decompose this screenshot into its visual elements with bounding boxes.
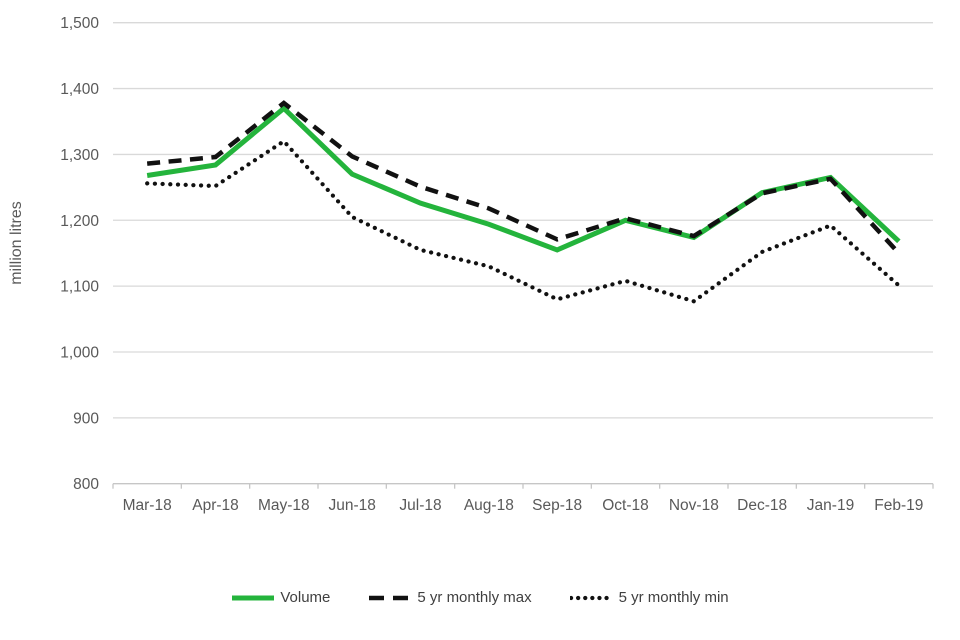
x-axis-label: Mar-18 [123,497,172,514]
y-tick-label: 1,400 [60,81,99,98]
legend-item-volume: Volume [231,590,330,605]
x-axis-label: Apr-18 [192,497,239,514]
x-axis-label: Dec-18 [737,497,787,514]
max-line [146,100,901,255]
x-axis-label: Jan-19 [807,497,854,514]
min-line [145,138,901,304]
legend-label-min: 5 yr monthly min [618,589,729,606]
x-axis-label: Aug-18 [464,497,514,514]
volume-line [146,104,901,253]
y-tick-label: 1,000 [60,344,99,361]
y-tick-label: 1,300 [60,147,99,164]
legend-label-volume: Volume [280,589,331,606]
y-tick-label: 900 [73,410,99,427]
y-tick-label: 1,200 [60,213,99,230]
min-line-swatch [569,595,614,600]
x-axis-label: Sep-18 [532,497,582,514]
y-tick-label: 800 [73,476,99,493]
y-tick-label: 1,100 [60,279,99,296]
x-axis-label: Jul-18 [399,497,441,514]
x-axis-label: Oct-18 [602,497,649,514]
x-axis-label: Feb-19 [874,497,923,514]
legend-item-min: 5 yr monthly min [569,589,729,606]
legend: Volume 5 yr monthly max 5 yr monthly min [0,590,960,605]
x-axis-label: Jun-18 [328,497,375,514]
y-axis-title: million litres [8,201,25,285]
x-axis-label: May-18 [258,497,310,514]
legend-label-max: 5 yr monthly max [417,589,532,606]
y-tick-label: 1,500 [60,15,99,32]
plot-area: million litres 1,500 1,400 1,300 1,200 1,100… [8,15,934,514]
volume-line-swatch [232,595,275,600]
legend-item-max: 5 yr monthly max [368,589,532,606]
x-axis-label: Nov-18 [669,497,719,514]
max-line-swatch [369,595,412,600]
